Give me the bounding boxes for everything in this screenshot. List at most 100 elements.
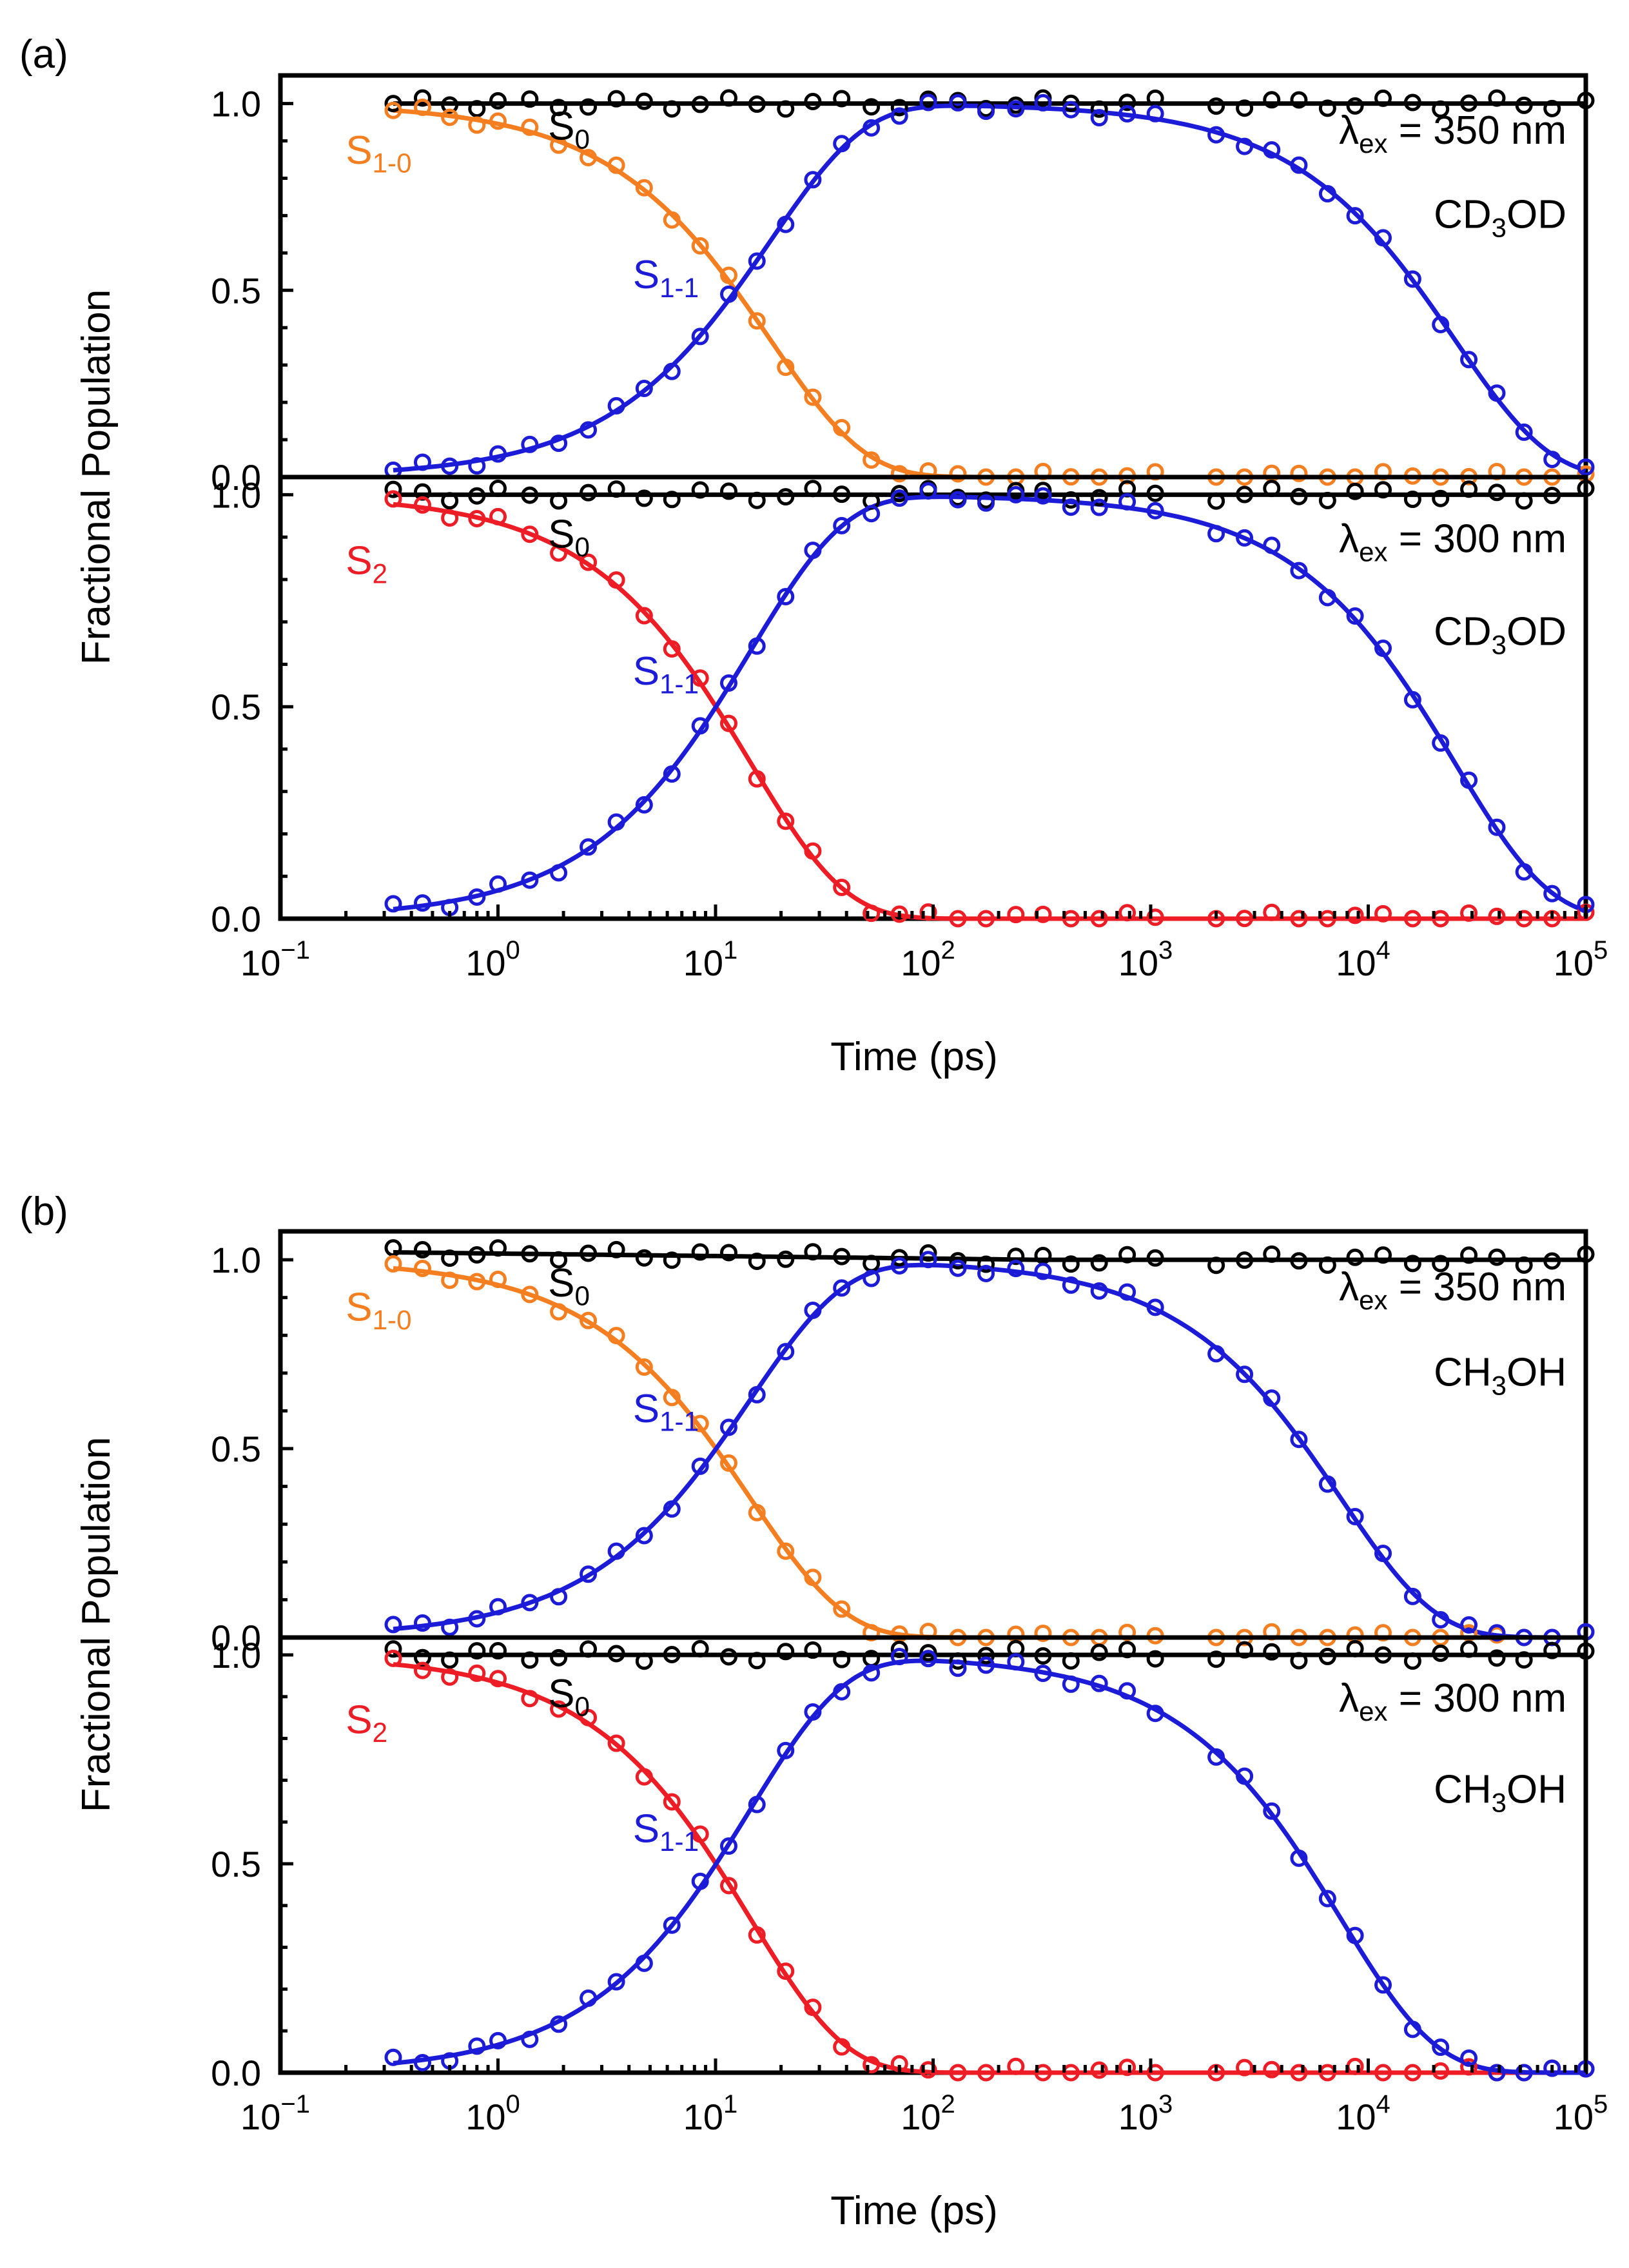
data-point-S2 <box>863 2056 881 2074</box>
series-label-S1-0: S1-0 <box>346 128 411 179</box>
data-point-S1-1 <box>863 1269 881 1287</box>
data-point-S0 <box>413 1241 431 1259</box>
panel-b-x-axis: 10−1 100 101 102 103 104 105 <box>240 2058 1608 2137</box>
data-point-S0 <box>1577 1245 1595 1263</box>
data-point-S1-0 <box>719 266 737 284</box>
y-tick-label: 1.0 <box>211 474 261 515</box>
data-point-S1-1 <box>1460 351 1478 369</box>
data-point-S2 <box>1090 910 1108 928</box>
data-point-S1-1 <box>1207 1748 1225 1766</box>
data-point-S0 <box>1236 99 1254 117</box>
data-point-S0 <box>748 1253 766 1271</box>
data-point-S1-1 <box>580 421 598 439</box>
data-point-S1-0 <box>489 1270 507 1288</box>
data-point-S1-1 <box>1034 93 1052 112</box>
data-point-S1-0 <box>777 1542 795 1560</box>
data-point-S1-1 <box>580 1565 598 1583</box>
data-point-S1-1 <box>777 215 795 233</box>
data-point-S0 <box>949 1252 967 1270</box>
data-point-S1-1 <box>635 1954 653 1972</box>
data-point-S0 <box>691 1639 709 1657</box>
data-point-S0 <box>1515 1256 1533 1274</box>
data-point-S0 <box>1146 1650 1164 1668</box>
data-point-S0 <box>748 1652 766 1670</box>
data-point-S1-1 <box>719 1418 737 1436</box>
data-point-S1-1 <box>977 103 995 121</box>
data-point-S0 <box>1432 100 1450 118</box>
y-tick-label: 0.5 <box>211 687 261 727</box>
x-tick-label: 100 <box>465 2090 520 2137</box>
data-point-S1-1 <box>748 1385 766 1403</box>
data-point-S0 <box>1090 1254 1108 1272</box>
excitation-annotation: λex = 300 nm <box>1339 1676 1566 1726</box>
y-tick-label: 0.5 <box>211 270 261 311</box>
data-point-S0 <box>1577 480 1595 498</box>
data-point-S2 <box>748 1926 766 1944</box>
data-point-S2 <box>468 1664 486 1682</box>
data-point-S0 <box>691 1243 709 1261</box>
data-point-S1-1 <box>949 491 967 509</box>
data-point-S1-1 <box>890 1648 908 1666</box>
data-point-S1-1 <box>384 895 402 913</box>
series-label-S1-1: S1-1 <box>633 649 699 699</box>
data-point-S1-0 <box>663 211 681 229</box>
data-point-S1-1 <box>663 1500 681 1518</box>
data-point-S0 <box>550 492 568 510</box>
data-point-S1-1 <box>413 453 431 471</box>
data-point-S1-1 <box>663 362 681 380</box>
data-point-S0 <box>890 1640 908 1658</box>
data-point-S2 <box>919 2061 937 2079</box>
data-point-S0 <box>1318 99 1336 117</box>
data-point-S0 <box>580 484 598 502</box>
data-point-S2 <box>949 2064 967 2082</box>
data-point-S0 <box>748 95 766 113</box>
data-point-S1-1 <box>1146 104 1164 122</box>
data-point-S1-1 <box>1062 101 1080 119</box>
data-point-S1-1 <box>1062 498 1080 516</box>
data-point-S0 <box>833 1650 851 1668</box>
data-point-S1-1 <box>1432 734 1450 752</box>
data-point-S2 <box>441 1668 459 1686</box>
data-point-S2 <box>1460 904 1478 922</box>
data-point-S0 <box>719 89 737 107</box>
data-point-S1-0 <box>635 179 653 197</box>
data-point-S2 <box>719 1877 737 1895</box>
data-point-S0 <box>1263 91 1281 109</box>
data-point-S2 <box>804 1999 822 2017</box>
y-tick-label: 0.0 <box>211 899 261 939</box>
data-point-S1-1 <box>748 1795 766 1813</box>
data-point-S1-1 <box>521 871 539 889</box>
data-point-S1-1 <box>1090 109 1108 127</box>
data-point-S1-1 <box>691 1457 709 1475</box>
data-point-S1-0 <box>777 358 795 376</box>
data-point-S1-1 <box>550 864 568 882</box>
data-point-S1-1 <box>804 542 822 560</box>
data-point-S0 <box>1090 100 1108 118</box>
data-point-S1-1 <box>863 1664 881 1682</box>
data-point-S0 <box>1488 1649 1506 1667</box>
data-point-S0 <box>384 1239 402 1257</box>
data-point-S1-1 <box>1318 185 1336 203</box>
data-point-S1-1 <box>1207 525 1225 543</box>
data-point-S0 <box>863 98 881 116</box>
data-point-S0 <box>1543 1252 1561 1270</box>
fit-line-S2 <box>393 1662 1586 2075</box>
data-point-S1-1 <box>863 505 881 523</box>
data-point-S1-1 <box>1146 502 1164 520</box>
data-point-S1-1 <box>949 1259 967 1277</box>
data-point-S1-1 <box>977 1264 995 1282</box>
data-point-S1-1 <box>863 119 881 137</box>
data-point-S2 <box>635 607 653 625</box>
data-point-S1-0 <box>1374 1624 1392 1642</box>
series-label-S1-1: S1-1 <box>633 253 699 303</box>
data-point-S1-1 <box>777 587 795 605</box>
data-point-S1-1 <box>804 171 822 189</box>
data-point-S1-1 <box>1236 137 1254 155</box>
data-point-S2 <box>1236 2058 1254 2077</box>
data-point-S0 <box>890 99 908 117</box>
data-point-S0 <box>521 486 539 504</box>
solvent-label: CD3OD <box>1434 609 1566 660</box>
series-label-S0: S0 <box>548 104 590 155</box>
data-point-S1-1 <box>521 435 539 453</box>
